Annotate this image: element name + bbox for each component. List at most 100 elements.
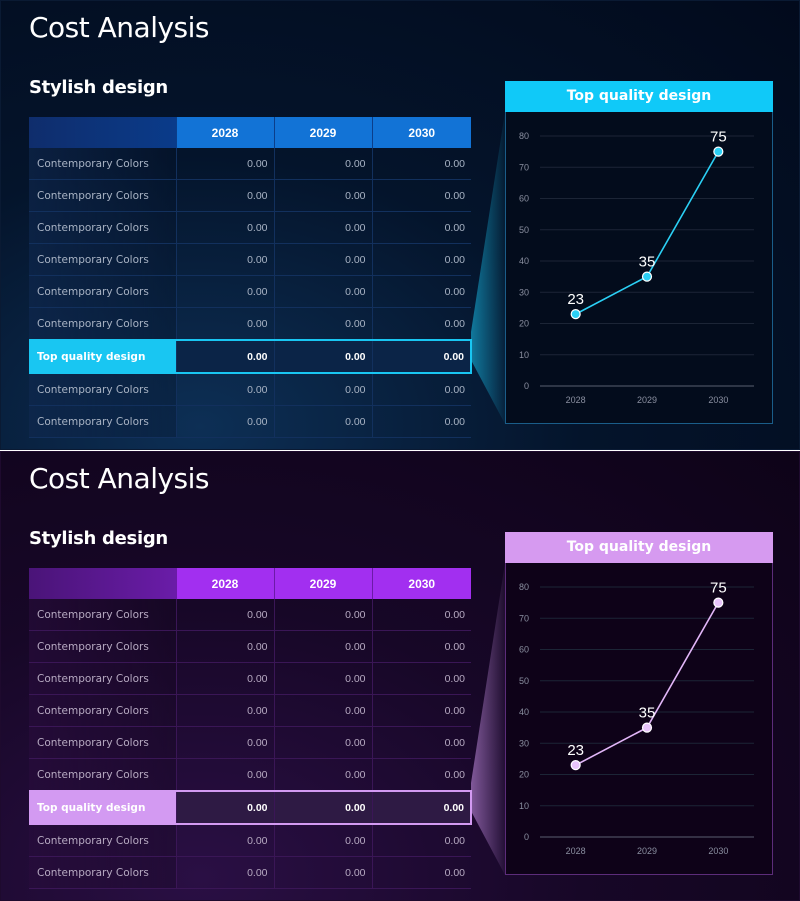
row-value: 0.00 [175, 307, 274, 341]
row-label: Contemporary Colors [29, 824, 176, 857]
data-label: 23 [567, 742, 584, 759]
table-row: Contemporary Colors 0.00 0.00 0.00 [29, 307, 471, 341]
row-value: 0.00 [371, 339, 472, 374]
row-label: Contemporary Colors [29, 405, 176, 438]
chart-title: Top quality design [505, 81, 773, 112]
row-value: 0.00 [371, 790, 472, 825]
line-chart-card: Top quality design 0 10 20 30 40 50 60 70 80 2028… [505, 532, 773, 875]
data-point [570, 760, 581, 771]
table-row: Contemporary Colors 0.00 0.00 0.00 [29, 630, 471, 663]
row-value: 0.00 [175, 726, 274, 759]
cost-table: 2028 2029 2030 Contemporary Colors 0.00 0.… [29, 568, 472, 889]
y-tick-label: 20 [519, 319, 529, 329]
row-label: Contemporary Colors [29, 599, 176, 631]
row-value: 0.00 [273, 339, 372, 374]
row-value: 0.00 [175, 856, 274, 889]
row-label: Contemporary Colors [29, 275, 176, 308]
cost-analysis-panel-purple: Cost Analysis Stylish design 2028 2029 2… [0, 451, 800, 901]
row-value: 0.00 [371, 148, 471, 180]
row-value: 0.00 [273, 599, 372, 631]
table-corner-header [29, 117, 176, 148]
row-value: 0.00 [273, 824, 372, 857]
row-value: 0.00 [273, 148, 372, 180]
row-value: 0.00 [175, 694, 274, 727]
row-value: 0.00 [371, 726, 471, 759]
row-value: 0.00 [175, 790, 274, 825]
row-value: 0.00 [273, 179, 372, 212]
data-point [570, 309, 581, 320]
row-value: 0.00 [175, 630, 274, 663]
y-tick-label: 80 [519, 131, 529, 141]
page-title: Cost Analysis [29, 11, 210, 44]
table-corner-header [29, 568, 176, 599]
x-tick-label: 2030 [708, 846, 728, 856]
row-value: 0.00 [175, 275, 274, 308]
row-label: Contemporary Colors [29, 758, 176, 792]
row-value: 0.00 [371, 694, 471, 727]
row-value: 0.00 [273, 211, 372, 244]
row-value: 0.00 [175, 339, 274, 374]
row-value: 0.00 [273, 856, 372, 889]
row-value: 0.00 [371, 599, 471, 631]
y-tick-label: 0 [524, 381, 529, 391]
row-value: 0.00 [273, 726, 372, 759]
data-label: 75 [710, 129, 727, 146]
row-value: 0.00 [371, 405, 471, 438]
page-title: Cost Analysis [29, 462, 210, 495]
row-value: 0.00 [175, 148, 274, 180]
y-tick-label: 20 [519, 770, 529, 780]
row-value: 0.00 [175, 599, 274, 631]
row-value: 0.00 [273, 307, 372, 341]
row-value: 0.00 [175, 824, 274, 857]
table-row: Contemporary Colors 0.00 0.00 0.00 [29, 373, 471, 406]
x-tick-label: 2028 [566, 395, 586, 405]
row-value: 0.00 [371, 758, 471, 792]
data-label: 35 [639, 705, 656, 722]
y-tick-label: 50 [519, 225, 529, 235]
line-chart-card: Top quality design 0 10 20 30 40 50 60 70 80 2028… [505, 81, 773, 424]
row-label: Contemporary Colors [29, 694, 176, 727]
row-value: 0.00 [273, 758, 372, 792]
row-value: 0.00 [273, 662, 372, 695]
row-label: Top quality design [29, 790, 176, 825]
row-value: 0.00 [371, 211, 471, 244]
row-value: 0.00 [175, 211, 274, 244]
row-value: 0.00 [371, 662, 471, 695]
row-value: 0.00 [371, 630, 471, 663]
row-value: 0.00 [273, 405, 372, 438]
table-row: Contemporary Colors 0.00 0.00 0.00 [29, 405, 471, 438]
y-tick-label: 60 [519, 194, 529, 204]
table-row: Contemporary Colors 0.00 0.00 0.00 [29, 211, 471, 244]
data-point [713, 597, 724, 608]
data-label: 23 [567, 291, 584, 308]
row-label: Contemporary Colors [29, 373, 176, 406]
table-row: Contemporary Colors 0.00 0.00 0.00 [29, 726, 471, 759]
row-value: 0.00 [175, 373, 274, 406]
y-tick-label: 0 [524, 832, 529, 842]
row-value: 0.00 [273, 373, 372, 406]
y-tick-label: 50 [519, 676, 529, 686]
table-row: Contemporary Colors 0.00 0.00 0.00 [29, 275, 471, 308]
row-value: 0.00 [371, 824, 471, 857]
x-tick-label: 2028 [566, 846, 586, 856]
row-label: Contemporary Colors [29, 662, 176, 695]
column-header-2030: 2030 [371, 117, 471, 148]
row-value: 0.00 [175, 758, 274, 792]
row-label: Contemporary Colors [29, 307, 176, 341]
row-value: 0.00 [371, 307, 471, 341]
row-value: 0.00 [273, 694, 372, 727]
row-value: 0.00 [175, 243, 274, 276]
x-tick-label: 2030 [708, 395, 728, 405]
table-row-highlighted: Top quality design 0.00 0.00 0.00 [29, 339, 472, 374]
series-line [575, 151, 720, 315]
series-line [575, 602, 720, 766]
table-row-highlighted: Top quality design 0.00 0.00 0.00 [29, 790, 472, 825]
row-label: Contemporary Colors [29, 630, 176, 663]
row-value: 0.00 [273, 790, 372, 825]
row-value: 0.00 [371, 856, 471, 889]
chart-title: Top quality design [505, 532, 773, 563]
y-tick-label: 30 [519, 287, 529, 297]
table-row: Contemporary Colors 0.00 0.00 0.00 [29, 758, 471, 792]
row-value: 0.00 [273, 275, 372, 308]
